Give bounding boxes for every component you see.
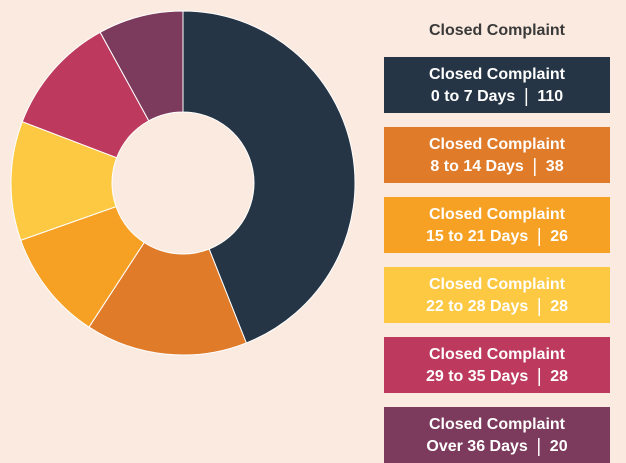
legend-category: 15 to 21 Days: [426, 228, 528, 245]
legend-series-name: Closed Complaint: [429, 66, 566, 83]
legend-divider: [538, 298, 540, 316]
legend-value: 28: [550, 368, 568, 385]
legend-value: 20: [550, 438, 568, 455]
legend-title: Closed Complaint: [429, 22, 566, 39]
legend-value: 28: [550, 298, 568, 315]
legend-divider: [534, 158, 536, 176]
legend-category: 22 to 28 Days: [426, 298, 528, 315]
legend-box: [384, 407, 610, 463]
legend-divider: [525, 88, 528, 106]
legend-box: [384, 337, 610, 393]
legend-box: [384, 197, 610, 253]
legend-category: Over 36 Days: [426, 438, 528, 455]
legend-series-name: Closed Complaint: [429, 136, 566, 153]
legend-box: [384, 127, 610, 183]
legend-value: 38: [546, 158, 564, 175]
legend-category: 0 to 7 Days: [431, 88, 516, 105]
donut-slice: [182, 10, 356, 344]
legend-divider: [538, 368, 540, 386]
legend-divider: [538, 228, 540, 246]
legend-value: 26: [550, 228, 568, 245]
legend-box: [384, 57, 610, 113]
legend-category: 29 to 35 Days: [426, 368, 528, 385]
legend-series-name: Closed Complaint: [429, 346, 566, 363]
legend-series-name: Closed Complaint: [429, 276, 566, 293]
legend-series-name: Closed Complaint: [429, 206, 566, 223]
legend-box: [384, 267, 610, 323]
donut-slice: [88, 241, 247, 356]
donut-slice: [99, 10, 184, 122]
legend-divider: [538, 438, 540, 456]
legend-category: 8 to 14 Days: [430, 158, 523, 175]
legend-series-name: Closed Complaint: [429, 416, 566, 433]
legend-value: 110: [537, 88, 563, 105]
